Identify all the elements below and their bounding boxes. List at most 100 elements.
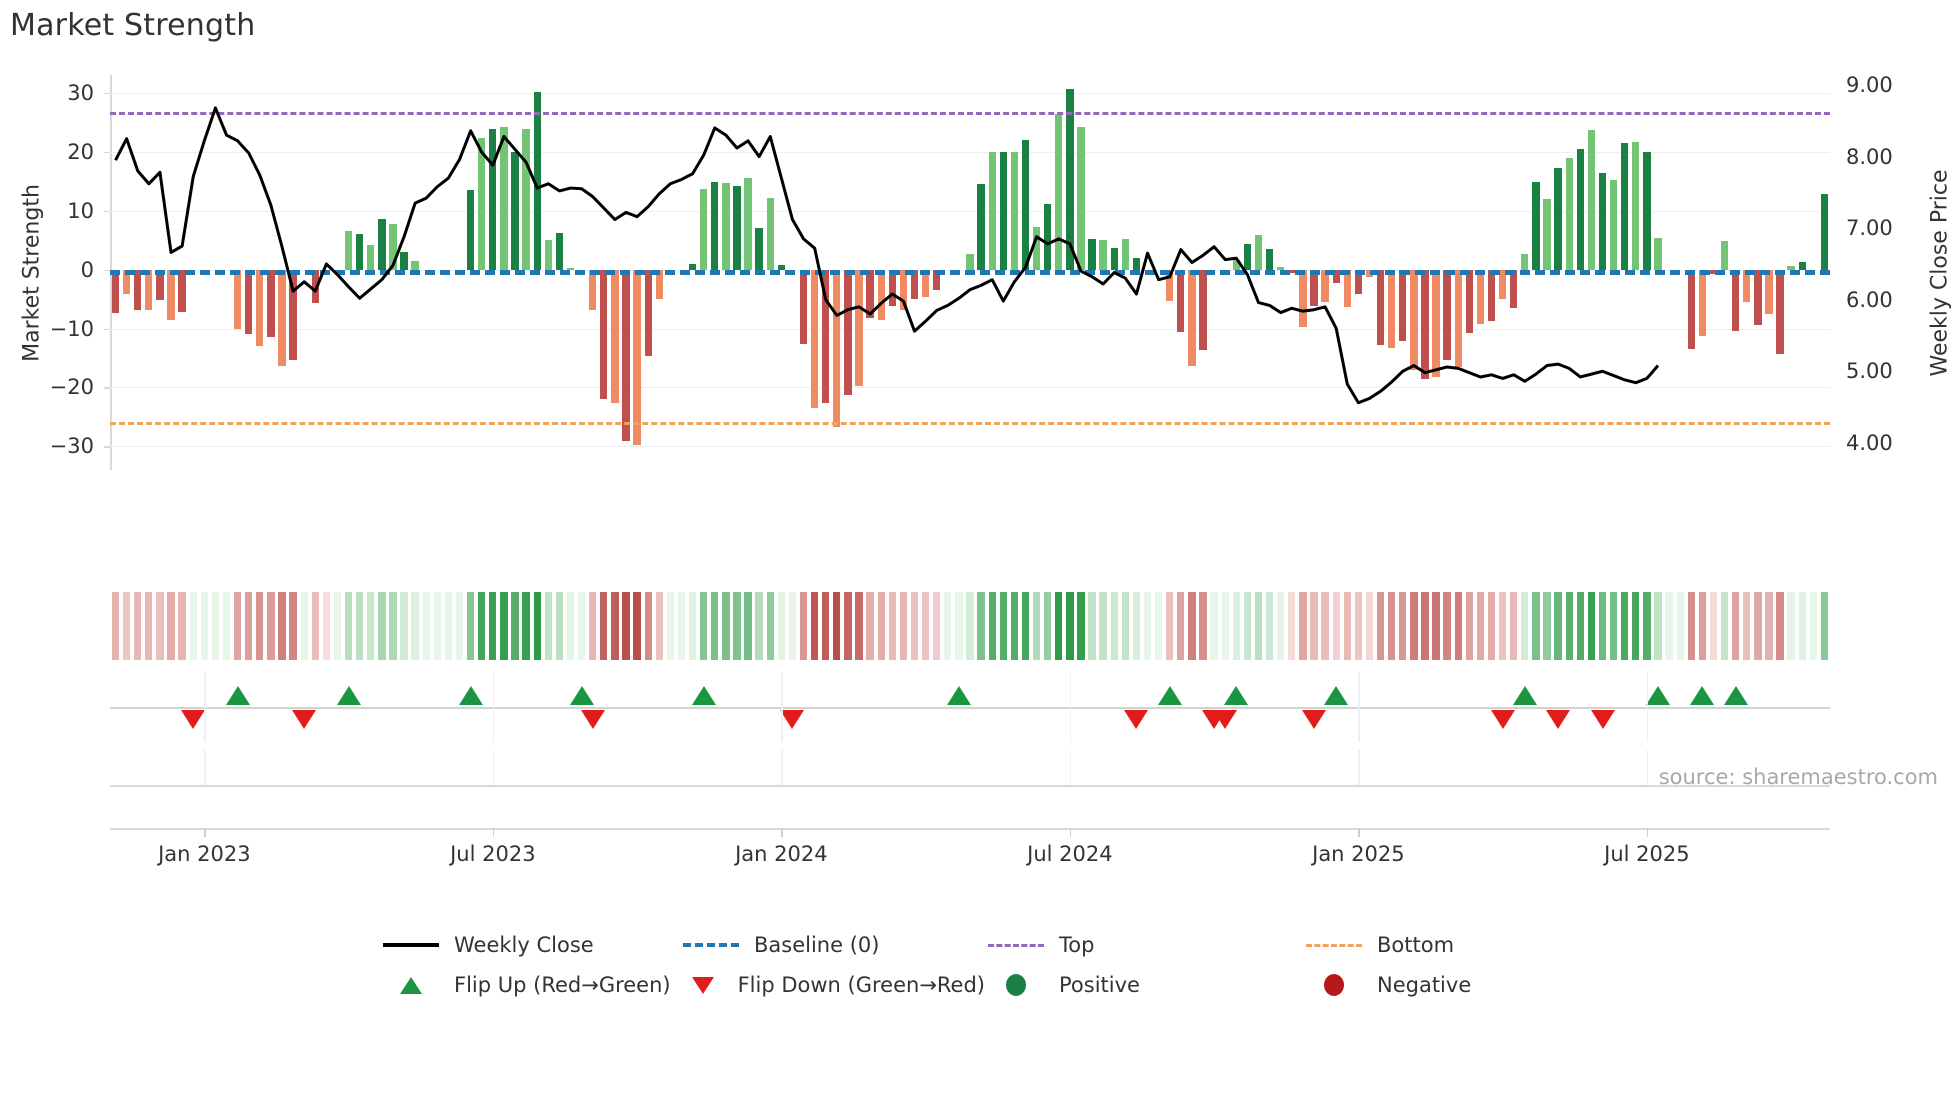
heat-cell — [156, 592, 164, 660]
positive-bar — [411, 260, 419, 270]
positive-bar — [1088, 239, 1096, 270]
left-axis-label: Market Strength — [19, 183, 45, 362]
legend-item-flip-up[interactable]: Flip Up (Red→Green) — [380, 973, 680, 997]
heat-cell — [178, 592, 186, 660]
heat-cell — [1787, 592, 1795, 660]
heat-cell — [1676, 592, 1684, 660]
positive-bar — [1077, 126, 1085, 270]
flip-up-marker — [1224, 686, 1249, 705]
positive-bar — [378, 218, 386, 270]
heat-cell — [600, 592, 608, 660]
chart-legend: Weekly Close Baseline (0) Top Bottom Fli… — [380, 925, 1560, 1005]
heat-cell — [766, 592, 774, 660]
heat-cell — [1154, 592, 1163, 660]
positive-bar — [555, 233, 564, 270]
legend-item-bottom[interactable]: Bottom — [1303, 933, 1454, 957]
positive-bar — [1609, 179, 1618, 270]
heat-cell — [589, 592, 597, 660]
legend-item-top[interactable]: Top — [985, 933, 1303, 957]
heat-cell — [955, 592, 963, 660]
heat-cell — [1354, 592, 1363, 660]
positive-bar — [1277, 267, 1285, 270]
x-gridline — [1358, 750, 1360, 785]
legend-item-flip-down[interactable]: Flip Down (Green→Red) — [680, 973, 985, 997]
negative-bar — [1177, 269, 1185, 333]
weekly-close-line — [114, 106, 1660, 405]
negative-bar — [1421, 269, 1429, 380]
heat-cell — [1388, 592, 1396, 660]
heat-cell — [1365, 592, 1374, 660]
heat-cell — [389, 592, 397, 660]
x-tick-label: Jan 2025 — [1312, 842, 1405, 866]
heat-cell — [134, 592, 142, 660]
positive-bar — [1720, 241, 1729, 270]
heat-cell — [1443, 592, 1451, 660]
heat-cell — [577, 592, 586, 660]
negative-bar — [1776, 269, 1784, 355]
right-axis-label: Weekly Close Price — [1927, 169, 1953, 376]
heat-cell — [1598, 592, 1607, 660]
heat-cell — [300, 592, 308, 660]
negative-bar — [833, 269, 841, 427]
line-solid-icon — [380, 943, 442, 947]
negative-bar — [1166, 269, 1174, 302]
negative-bar — [589, 269, 597, 310]
x-tick-mark — [1069, 828, 1072, 837]
right-tick-label: 8.00 — [1846, 144, 1893, 169]
heat-cell — [622, 592, 630, 660]
heat-cell — [1044, 592, 1052, 660]
heat-cell — [289, 592, 297, 660]
legend-item-weekly-close[interactable]: Weekly Close — [380, 933, 680, 957]
negative-bar — [866, 269, 874, 318]
negative-bar — [278, 269, 286, 367]
heat-cell — [1310, 592, 1318, 660]
heat-cell — [1454, 592, 1462, 660]
x-axis-area: Jan 2023 Jul 2023 Jan 2024 Jul 2024 Jan 2025… — [110, 750, 1830, 866]
heat-cell — [1166, 592, 1174, 660]
positive-bar — [400, 251, 408, 270]
legend-item-positive[interactable]: Positive — [985, 973, 1303, 997]
heat-cell — [311, 592, 319, 660]
heat-cell — [555, 592, 564, 660]
negative-bar — [1487, 269, 1496, 322]
heat-cell — [1021, 592, 1030, 660]
heat-cell — [1265, 592, 1274, 660]
left-tick-mark — [104, 328, 110, 330]
heat-cell — [877, 592, 885, 660]
heat-cell — [700, 592, 708, 660]
heat-cell — [866, 592, 874, 660]
legend-item-baseline[interactable]: Baseline (0) — [680, 933, 985, 957]
negative-bar — [1399, 269, 1407, 342]
heat-cell — [655, 592, 663, 660]
negative-bar — [600, 269, 608, 399]
negative-bar — [810, 269, 819, 409]
x-tick-label: Jan 2024 — [735, 842, 828, 866]
legend-item-negative[interactable]: Negative — [1303, 973, 1471, 997]
positive-bar — [1055, 113, 1063, 270]
weekly-close-polyline — [114, 106, 1660, 405]
heat-cell — [1521, 592, 1529, 660]
flip-down-marker — [1590, 710, 1615, 729]
positive-bar — [1232, 260, 1240, 270]
left-tick-mark — [104, 210, 110, 212]
heat-cell — [378, 592, 386, 660]
left-tick-label: −10 — [49, 316, 94, 341]
heat-cell — [278, 592, 286, 660]
heat-cell — [1487, 592, 1496, 660]
x-gridline — [1069, 672, 1072, 742]
right-tick-label: 6.00 — [1846, 287, 1893, 312]
heat-cell — [122, 592, 131, 660]
x-gridline — [204, 672, 206, 742]
heat-cell — [1077, 592, 1085, 660]
flip-down-marker — [1546, 710, 1571, 729]
negative-bar — [1376, 269, 1385, 345]
heat-cell — [455, 592, 464, 660]
flip-down-marker — [1124, 710, 1149, 729]
positive-bar — [777, 264, 785, 270]
heat-cell — [367, 592, 375, 660]
flip-up-marker — [458, 686, 483, 705]
heat-cell — [644, 592, 652, 660]
positive-bar — [999, 152, 1007, 270]
positive-bar — [1654, 237, 1662, 270]
heat-cell — [1765, 592, 1773, 660]
